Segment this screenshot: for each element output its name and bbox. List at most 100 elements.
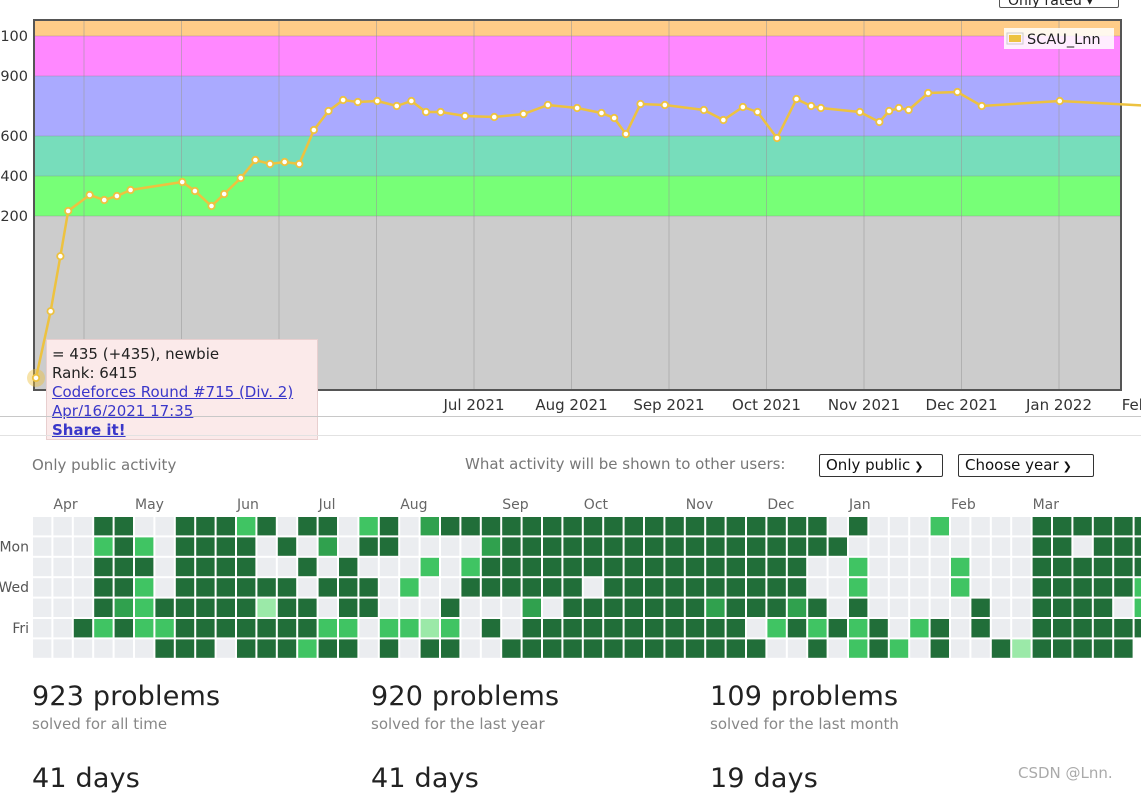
activity-cell[interactable] [991, 517, 1011, 536]
activity-cell[interactable] [563, 578, 582, 597]
activity-cell[interactable] [461, 639, 480, 658]
activity-cell[interactable] [563, 557, 582, 577]
activity-cell[interactable] [502, 537, 521, 556]
activity-cell[interactable] [196, 557, 215, 577]
activity-cell[interactable] [257, 619, 276, 638]
activity-cell[interactable] [277, 557, 297, 577]
activity-cell[interactable] [726, 598, 745, 617]
activity-cell[interactable] [910, 639, 929, 658]
activity-cell[interactable] [991, 639, 1011, 658]
activity-cell[interactable] [706, 537, 725, 556]
activity-cell[interactable] [379, 619, 399, 638]
activity-cell[interactable] [665, 619, 684, 638]
activity-cell[interactable] [1134, 537, 1141, 556]
activity-cell[interactable] [828, 537, 847, 556]
rating-point[interactable] [855, 107, 864, 117]
activity-cell[interactable] [930, 598, 949, 617]
activity-cell[interactable] [216, 557, 235, 577]
activity-cell[interactable] [441, 578, 460, 597]
activity-cell[interactable] [767, 619, 786, 638]
activity-cell[interactable] [645, 578, 664, 597]
activity-cell[interactable] [645, 557, 664, 577]
rating-point[interactable] [407, 96, 416, 106]
activity-cell[interactable] [1012, 557, 1031, 577]
activity-cell[interactable] [543, 517, 562, 536]
activity-cell[interactable] [951, 639, 970, 658]
rating-point[interactable] [807, 101, 816, 111]
activity-cell[interactable] [787, 578, 807, 597]
activity-cell[interactable] [481, 639, 501, 658]
activity-cell[interactable] [543, 598, 562, 617]
activity-cell[interactable] [53, 598, 72, 617]
activity-cell[interactable] [624, 557, 643, 577]
rating-point[interactable] [699, 105, 708, 115]
activity-cell[interactable] [420, 578, 439, 597]
activity-cell[interactable] [951, 557, 970, 577]
activity-cell[interactable] [808, 598, 827, 617]
activity-cell[interactable] [277, 537, 297, 556]
activity-cell[interactable] [1093, 517, 1113, 536]
activity-cell[interactable] [114, 578, 133, 597]
activity-cell[interactable] [645, 537, 664, 556]
activity-cell[interactable] [481, 557, 501, 577]
activity-cell[interactable] [216, 517, 235, 536]
activity-cell[interactable] [828, 639, 847, 658]
activity-cell[interactable] [359, 557, 378, 577]
activity-cell[interactable] [277, 639, 297, 658]
activity-cell[interactable] [318, 578, 337, 597]
activity-cell[interactable] [1093, 578, 1113, 597]
activity-cell[interactable] [277, 619, 297, 638]
rating-point[interactable] [573, 103, 582, 113]
activity-cell[interactable] [930, 639, 949, 658]
activity-cell[interactable] [53, 517, 72, 536]
activity-cell[interactable] [175, 639, 195, 658]
activity-cell[interactable] [94, 598, 113, 617]
activity-cell[interactable] [1012, 517, 1031, 536]
activity-cell[interactable] [747, 537, 766, 556]
activity-cell[interactable] [33, 598, 52, 617]
activity-cell[interactable] [849, 537, 868, 556]
activity-cell[interactable] [1012, 619, 1031, 638]
activity-cell[interactable] [869, 619, 888, 638]
activity-cell[interactable] [359, 578, 378, 597]
activity-cell[interactable] [828, 578, 847, 597]
activity-cell[interactable] [441, 557, 460, 577]
activity-cell[interactable] [318, 557, 337, 577]
activity-cell[interactable] [461, 537, 480, 556]
activity-cell[interactable] [930, 557, 949, 577]
activity-cell[interactable] [747, 619, 766, 638]
rating-point[interactable] [251, 155, 260, 165]
activity-cell[interactable] [400, 619, 419, 638]
chart-filter-select[interactable]: Only rated ▾ [999, 0, 1119, 8]
activity-cell[interactable] [73, 517, 93, 536]
activity-cell[interactable] [971, 537, 990, 556]
activity-cell[interactable] [910, 557, 929, 577]
activity-cell[interactable] [624, 517, 643, 536]
activity-cell[interactable] [339, 598, 358, 617]
visibility-select[interactable]: Only public ❯ [819, 454, 943, 477]
activity-cell[interactable] [318, 517, 337, 536]
rating-point[interactable] [309, 125, 318, 135]
activity-cell[interactable] [685, 578, 705, 597]
activity-cell[interactable] [787, 619, 807, 638]
activity-cell[interactable] [33, 537, 52, 556]
activity-cell[interactable] [522, 557, 541, 577]
tooltip-share-link[interactable]: Share it! [52, 421, 126, 439]
activity-cell[interactable] [583, 619, 603, 638]
activity-cell[interactable] [1053, 598, 1072, 617]
activity-cell[interactable] [461, 557, 480, 577]
activity-cell[interactable] [155, 537, 174, 556]
activity-cell[interactable] [910, 619, 929, 638]
activity-cell[interactable] [787, 557, 807, 577]
rating-point[interactable] [904, 105, 913, 115]
activity-cell[interactable] [461, 598, 480, 617]
activity-cell[interactable] [828, 557, 847, 577]
activity-cell[interactable] [481, 598, 501, 617]
activity-cell[interactable] [420, 639, 439, 658]
activity-cell[interactable] [828, 619, 847, 638]
activity-cell[interactable] [379, 537, 399, 556]
activity-cell[interactable] [94, 578, 113, 597]
activity-cell[interactable] [787, 537, 807, 556]
activity-cell[interactable] [1134, 517, 1141, 536]
rating-point[interactable] [610, 113, 619, 123]
